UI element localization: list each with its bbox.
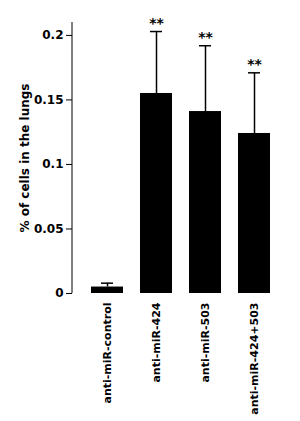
svg-text:**: ** — [247, 56, 262, 72]
svg-text:0.1: 0.1 — [42, 157, 63, 171]
svg-text:0.2: 0.2 — [42, 28, 63, 42]
svg-text:0: 0 — [55, 286, 63, 300]
svg-text:anti-miR-503: anti-miR-503 — [199, 303, 212, 383]
svg-text:% of cells in the lungs: % of cells in the lungs — [18, 83, 32, 232]
svg-text:anti-miR-control: anti-miR-control — [101, 303, 114, 404]
svg-text:0.05: 0.05 — [34, 222, 64, 236]
svg-text:0.15: 0.15 — [34, 93, 64, 107]
svg-text:**: ** — [198, 29, 213, 45]
svg-text:anti-miR-424+503: anti-miR-424+503 — [248, 303, 261, 415]
svg-text:anti-miR-424: anti-miR-424 — [150, 302, 163, 382]
svg-text:**: ** — [149, 15, 164, 31]
